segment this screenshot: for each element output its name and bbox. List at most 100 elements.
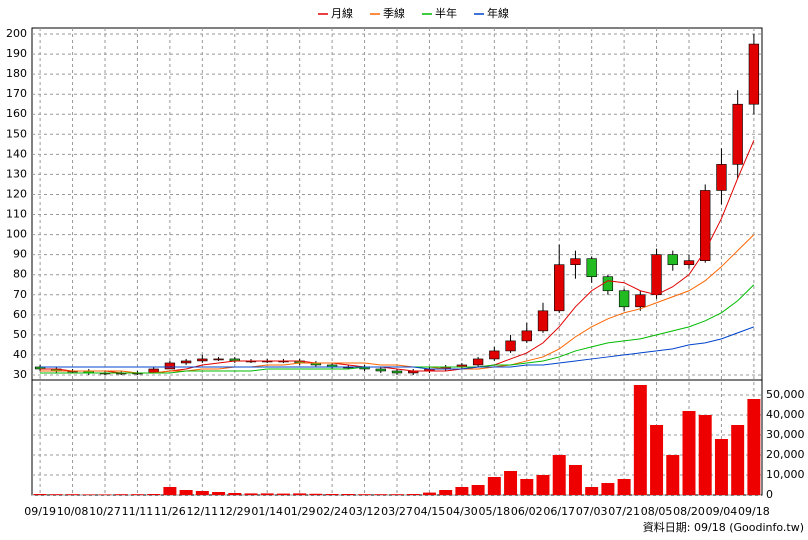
volume-bar: [98, 494, 112, 495]
volume-bar: [66, 494, 80, 495]
volume-bar: [147, 494, 161, 495]
y-tick-label: 180: [6, 67, 27, 80]
volume-bar: [633, 385, 647, 495]
x-tick-label: 12/11: [186, 505, 218, 518]
y-tick-label: 190: [6, 47, 27, 60]
y2-tick-label: 50,000: [766, 388, 805, 401]
ma-line: [40, 326, 755, 370]
volume-bar: [82, 494, 96, 495]
y-tick-label: 90: [13, 248, 27, 261]
candle-body: [651, 254, 662, 296]
candle-body: [732, 103, 743, 165]
x-tick-label: 09/18: [738, 505, 770, 518]
volume-bar: [390, 494, 404, 495]
x-tick-label: 04/15: [414, 505, 446, 518]
volume-bar: [406, 494, 420, 495]
legend-label: 年線: [487, 6, 509, 20]
y-tick-label: 100: [6, 228, 27, 241]
volume-bar: [714, 439, 728, 495]
footer: 資料日期: 09/18 (Goodinfo.tw): [643, 520, 804, 534]
volume-bar: [455, 487, 469, 495]
candle-body: [716, 164, 727, 191]
y-tick-label: 200: [6, 27, 27, 40]
volume-bar: [536, 475, 550, 495]
candle-body: [602, 276, 614, 292]
y-tick-label: 120: [6, 187, 27, 200]
x-tick-label: 12/29: [219, 505, 251, 518]
x-tick-label: 06/17: [543, 505, 575, 518]
x-tick-label: 01/29: [284, 505, 316, 518]
x-tick-label: 09/04: [706, 505, 738, 518]
y-tick-label: 70: [13, 288, 27, 301]
volume-bar: [585, 487, 599, 495]
candle-body: [635, 294, 646, 308]
legend-label: 季線: [383, 6, 405, 20]
candle-body: [472, 358, 484, 366]
y-tick-label: 40: [13, 348, 27, 361]
candle-body: [197, 358, 208, 362]
volume-bar: [520, 479, 534, 495]
legend-label: 半年: [435, 6, 457, 20]
y-tick-label: 80: [13, 268, 27, 281]
volume-bar: [325, 494, 339, 495]
x-tick-label: 11/26: [154, 505, 186, 518]
volume-bar: [650, 425, 664, 495]
volume-bar: [374, 494, 388, 495]
volume-bar: [212, 492, 226, 495]
volume-bar: [601, 483, 615, 495]
volume-bar: [731, 425, 745, 495]
volume-bar: [617, 479, 631, 495]
candle-body: [375, 368, 386, 372]
volume-bar: [552, 455, 566, 495]
volume-bar: [130, 494, 144, 495]
volume-bar: [487, 477, 501, 495]
candle-body: [667, 254, 678, 265]
volume-bar: [422, 492, 436, 495]
y2-tick-label: 40,000: [766, 408, 805, 421]
candle-body: [391, 370, 403, 374]
y2-tick-label: 20,000: [766, 448, 805, 461]
candle-body: [570, 258, 581, 265]
x-tick-label: 03/27: [381, 505, 413, 518]
candle-body: [683, 260, 695, 265]
y-tick-label: 130: [6, 167, 27, 180]
x-tick-label: 02/24: [316, 505, 348, 518]
y2-tick-label: 0: [766, 488, 773, 501]
volume-bar: [260, 493, 274, 495]
ma-line: [40, 234, 755, 374]
x-tick-label: 06/02: [511, 505, 543, 518]
volume-bar: [698, 415, 712, 495]
volume-bar: [568, 465, 582, 495]
y-tick-label: 50: [13, 328, 27, 341]
x-tick-label: 05/18: [478, 505, 510, 518]
volume-bar: [195, 491, 209, 495]
volume-bar: [114, 494, 128, 495]
y-tick-label: 140: [6, 147, 27, 160]
x-tick-label: 08/20: [673, 505, 705, 518]
x-tick-label: 04/30: [446, 505, 478, 518]
candle-body: [180, 360, 192, 364]
x-tick-label: 01/14: [251, 505, 283, 518]
x-tick-label: 09/19: [24, 505, 56, 518]
y-tick-label: 110: [6, 208, 27, 221]
volume-bar: [358, 494, 372, 495]
candle-body: [554, 264, 565, 312]
x-tick-label: 10/27: [89, 505, 121, 518]
volume-bar: [341, 494, 355, 495]
volume-bar: [244, 493, 258, 495]
x-tick-label: 07/21: [608, 505, 640, 518]
volume-bar: [682, 411, 696, 495]
y-tick-label: 60: [13, 308, 27, 321]
candle-body: [586, 258, 597, 278]
candle-body: [164, 362, 176, 370]
candle-body: [618, 290, 630, 308]
volume-bar: [747, 399, 761, 495]
volume-bar: [49, 494, 63, 495]
volume-bar: [666, 455, 680, 495]
y-tick-label: 170: [6, 87, 27, 100]
candle-body: [505, 340, 516, 352]
volume-bar: [293, 493, 307, 495]
volume-bar: [179, 490, 193, 495]
volume-bar: [276, 493, 290, 495]
